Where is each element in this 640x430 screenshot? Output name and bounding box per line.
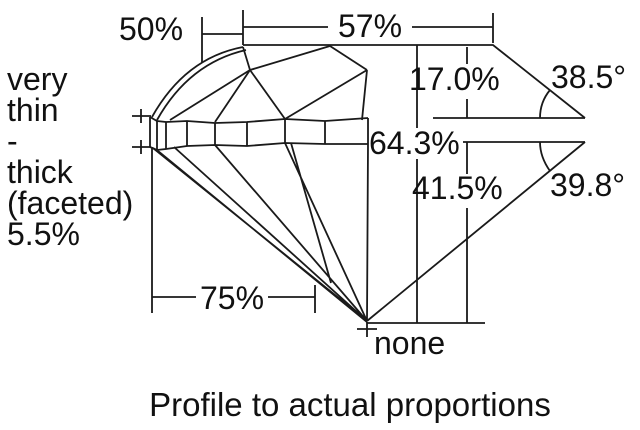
- pavilion-angle-label: 39.8°: [550, 167, 626, 203]
- culet-label: none: [374, 325, 446, 361]
- girdle-facet-dividers: [149, 117, 369, 150]
- angle-arcs: [539, 89, 551, 172]
- crown-angle-label: 38.5°: [551, 59, 627, 95]
- dimension-pavilion-depth: [367, 141, 585, 324]
- culet-tick-mark: [357, 322, 377, 337]
- girdle-tick-marks: [132, 109, 151, 154]
- crown-height-label: 17.0%: [409, 61, 500, 97]
- girdle-thickness-label: very thin - thick (faceted) 5.5%: [7, 61, 134, 252]
- lower-girdle-label: 75%: [199, 280, 265, 316]
- girdle-band-edges: [149, 116, 369, 151]
- pavilion-depth-label: 41.5%: [412, 170, 503, 206]
- pavilion-facet-lines: [152, 142, 369, 323]
- table-size-label: 57%: [337, 8, 403, 44]
- total-depth-label: 64.3%: [369, 125, 460, 161]
- crown-facet-lines: [169, 45, 368, 123]
- dimension-lines-top: [201, 10, 494, 63]
- star-length-label: 50%: [119, 11, 184, 47]
- dimension-lower-girdle: [151, 147, 316, 313]
- diamond-outline: [243, 44, 586, 322]
- crown-left-silhouette: [151, 46, 247, 121]
- figure-caption: Profile to actual proportions: [149, 386, 551, 423]
- dimension-crown-height: [433, 47, 585, 119]
